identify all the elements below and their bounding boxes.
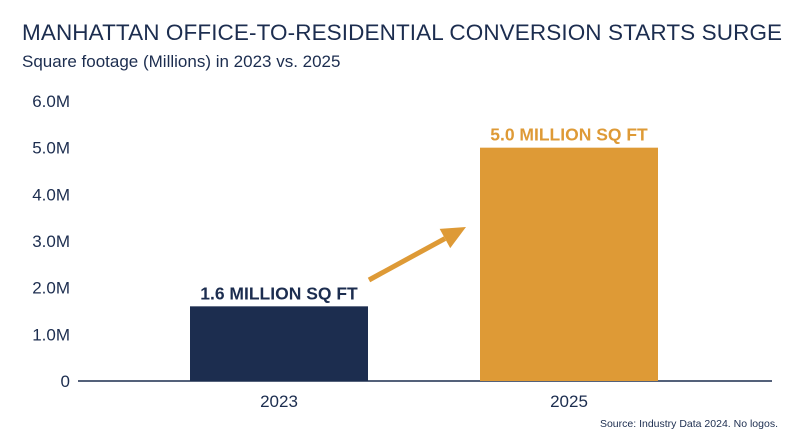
chart-subtitle: Square footage (Millions) in 2023 vs. 20… [22, 52, 341, 71]
source-note: Source: Industry Data 2024. No logos. [599, 418, 778, 430]
x-category-label: 2025 [550, 392, 588, 411]
y-tick-label: 5.0M [32, 139, 70, 158]
data-label: 1.6 MILLION SQ FT [200, 283, 358, 303]
x-category-label: 2023 [260, 392, 298, 411]
chart-title: MANHATTAN OFFICE-TO-RESIDENTIAL CONVERSI… [22, 20, 783, 45]
trend-arrow-head [439, 227, 466, 249]
y-tick-label: 6.0M [32, 92, 70, 111]
y-tick-label: 1.0M [32, 325, 70, 344]
y-tick-label: 3.0M [32, 232, 70, 251]
y-tick-label: 4.0M [32, 185, 70, 204]
data-label: 5.0 MILLION SQ FT [490, 125, 648, 145]
bar-2023 [190, 306, 368, 381]
trend-arrow-shaft [367, 236, 447, 283]
y-tick-label: 2.0M [32, 279, 70, 298]
y-tick-label: 0 [61, 372, 70, 391]
bar-2025 [480, 147, 658, 381]
